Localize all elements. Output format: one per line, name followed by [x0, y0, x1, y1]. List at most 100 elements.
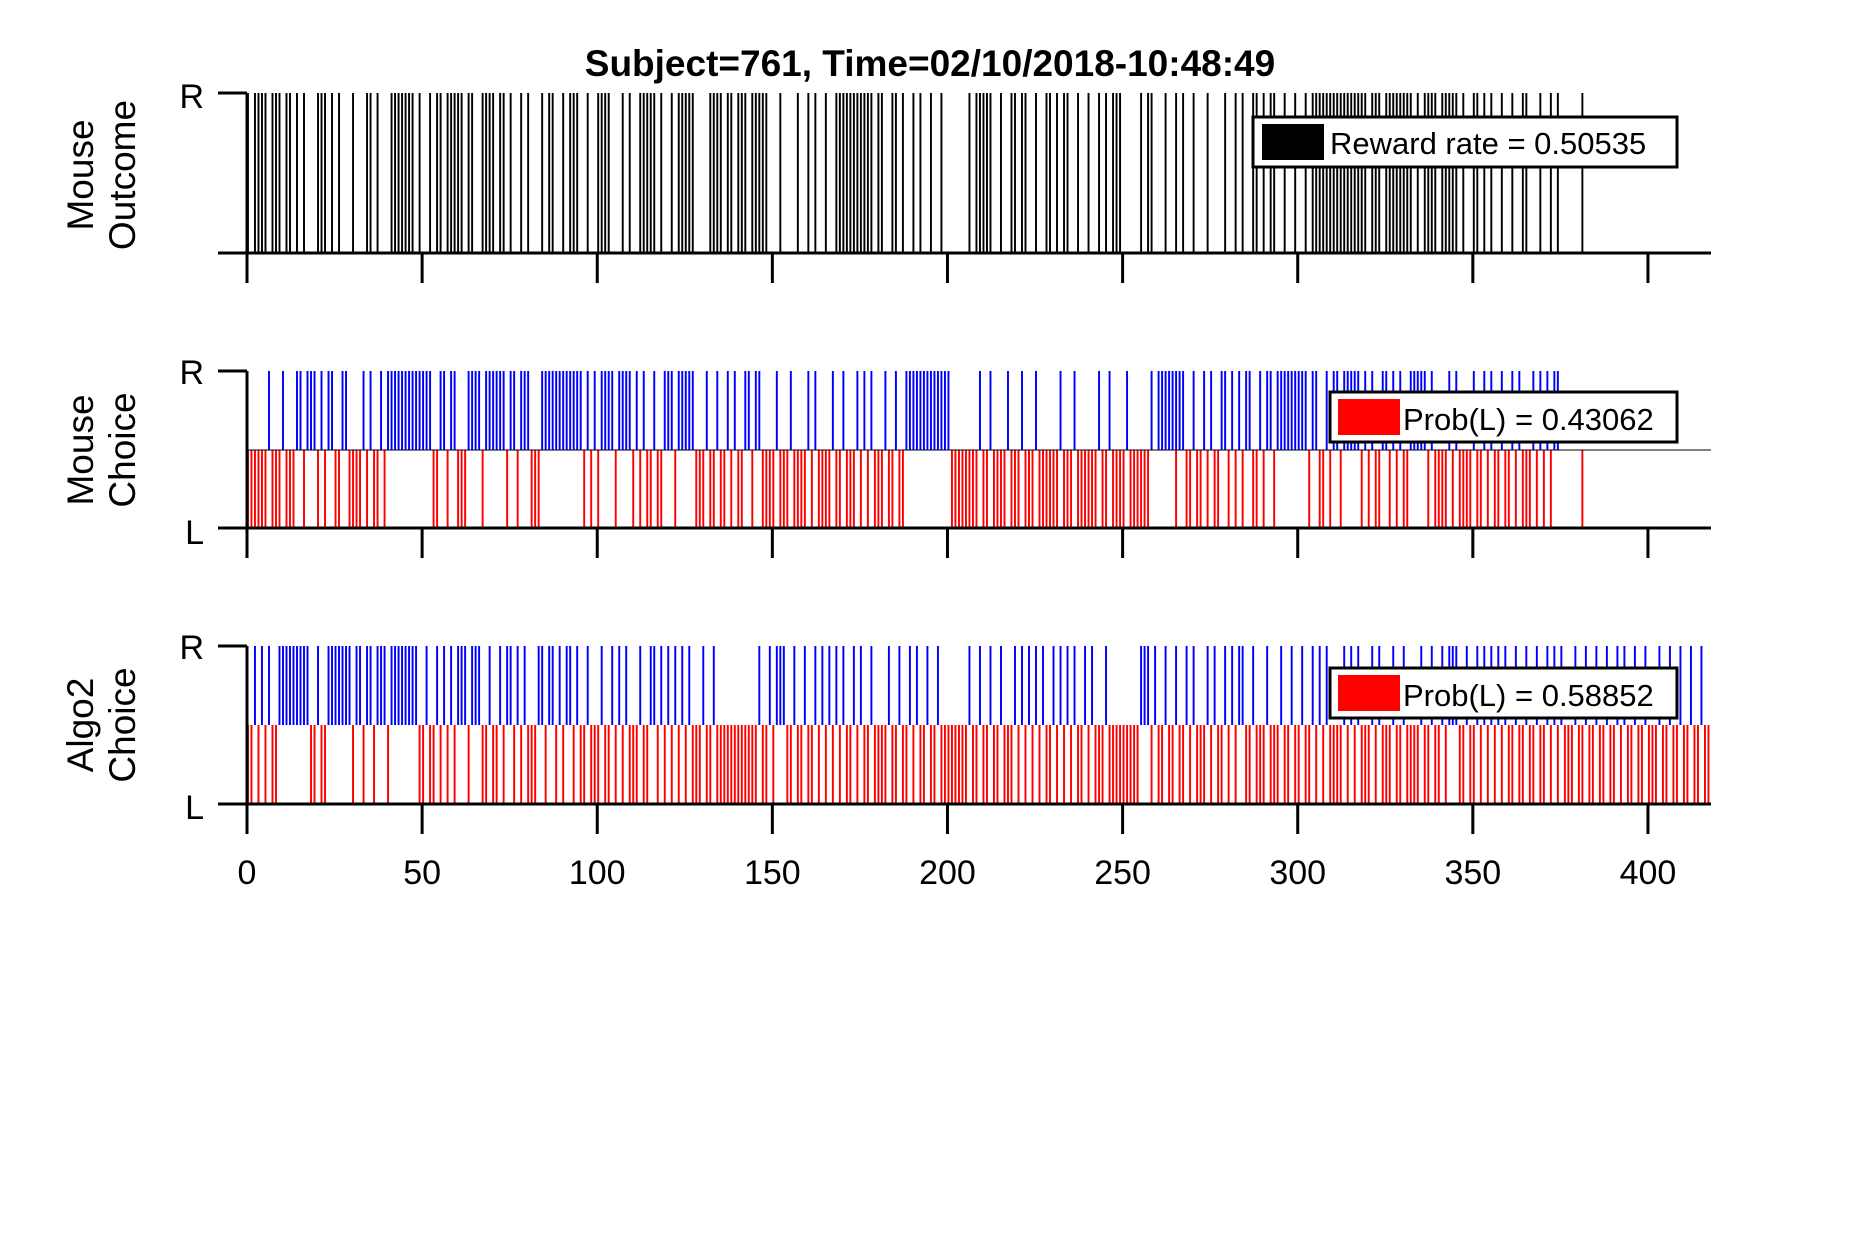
trial-bar-l	[873, 725, 876, 804]
trial-bar-l	[1647, 725, 1650, 804]
trial-bar-l	[1329, 450, 1332, 528]
trial-bar-l	[1308, 450, 1311, 528]
trial-bar-l	[772, 725, 775, 804]
trial-bar-r	[320, 371, 323, 450]
trial-bar-reward	[450, 93, 453, 253]
trial-bar-l	[1469, 725, 1472, 804]
trial-bar-l	[271, 725, 274, 804]
trial-bar-r	[586, 646, 589, 725]
trial-bar-reward	[912, 93, 915, 253]
trial-bar-reward	[1010, 93, 1013, 253]
trial-bar-r	[863, 371, 866, 450]
trial-bar-l	[324, 450, 326, 528]
trial-bar-l	[891, 725, 894, 804]
trial-bar-reward	[436, 93, 439, 253]
trial-bar-l	[317, 450, 319, 528]
trial-bar-l	[1619, 725, 1622, 804]
trial-bar-l	[894, 725, 897, 804]
trial-bar-reward	[562, 93, 565, 253]
trial-bar-l	[1696, 725, 1699, 804]
trial-bar-l	[1252, 450, 1255, 528]
trial-bar-l	[607, 725, 610, 804]
trial-bar-reward	[856, 93, 859, 253]
trial-bar-reward	[1441, 93, 1444, 253]
trial-bar-reward	[979, 93, 981, 253]
trial-bar-l	[786, 725, 789, 804]
trial-bar-l	[516, 450, 519, 528]
trial-bar-r	[313, 371, 316, 450]
trial-bar-l	[1028, 450, 1030, 528]
trial-bar-r	[474, 371, 477, 450]
trial-bar-l	[1591, 725, 1594, 804]
trial-bar-r	[1213, 646, 1216, 725]
trial-bar-l	[1143, 450, 1146, 528]
trial-bar-r	[397, 371, 400, 450]
trial-bar-l	[593, 725, 596, 804]
trial-bar-r	[404, 371, 407, 450]
trial-bar-l	[1178, 725, 1181, 804]
trial-bar-l	[740, 725, 743, 804]
trial-bar-l	[1031, 450, 1034, 528]
trial-bar-r	[940, 371, 943, 450]
trial-bar-l	[1476, 450, 1479, 528]
trial-bar-r	[600, 646, 603, 725]
trial-bar-l	[446, 725, 449, 804]
trial-bar-l	[1637, 725, 1640, 804]
trial-bar-r	[754, 371, 757, 450]
trial-bar-l	[1416, 725, 1419, 804]
trial-bar-r	[600, 371, 603, 450]
trial-bar-reward	[1402, 93, 1405, 253]
trial-bar-r	[541, 371, 544, 450]
trial-bar-r	[828, 646, 831, 725]
trial-bar-l	[712, 450, 715, 528]
trial-bar-l	[1091, 450, 1094, 528]
trial-bar-r	[681, 646, 684, 725]
trial-bar-l	[261, 450, 263, 528]
trial-bar-l	[1437, 725, 1440, 804]
trial-bar-l	[492, 725, 495, 804]
trial-bar-l	[789, 725, 792, 804]
legend: Reward rate = 0.50535	[1251, 115, 1679, 169]
trial-bar-l	[1497, 450, 1500, 528]
trial-bar-l	[534, 725, 537, 804]
trial-bar-l	[1661, 725, 1664, 804]
trial-bar-r	[1294, 371, 1297, 450]
trial-bar-reward	[1332, 93, 1335, 253]
trial-bar-l	[796, 450, 799, 528]
trial-bar-r	[1220, 371, 1223, 450]
trial-bar-r	[989, 371, 992, 450]
trial-bar-l	[373, 725, 376, 804]
ylabel-line-1: Algo2	[60, 678, 101, 773]
trial-bar-reward	[649, 93, 652, 253]
trial-bar-l	[961, 725, 964, 804]
trial-bar-r	[422, 371, 425, 450]
trial-bar-l	[877, 450, 880, 528]
trial-bar-l	[530, 725, 533, 804]
trial-bar-r	[327, 371, 330, 450]
trial-bar-r	[1318, 646, 1321, 725]
ytick-label-L: L	[185, 514, 204, 552]
trial-bar-l	[1038, 725, 1041, 804]
trial-bar-r	[947, 371, 950, 450]
trial-bar-r	[908, 371, 911, 450]
trial-bar-r	[1192, 371, 1195, 450]
trial-bar-l	[271, 450, 274, 528]
trial-bar-l	[1017, 450, 1020, 528]
trial-bar-l	[1080, 725, 1083, 804]
trial-bar-reward	[285, 93, 288, 253]
trial-bar-r	[1042, 646, 1044, 725]
x-tick-label: 300	[1269, 854, 1326, 892]
trial-bar-l	[1080, 450, 1083, 528]
trial-bar-r	[1252, 646, 1255, 725]
trial-bar-l	[1346, 725, 1349, 804]
trial-bar-r	[968, 646, 971, 725]
trial-bar-r	[1290, 371, 1293, 450]
trial-bar-l	[751, 450, 754, 528]
trial-bar-l	[376, 450, 379, 528]
chart-title: Subject=761, Time=02/10/2018-10:48:49	[585, 43, 1275, 84]
trial-bar-reward	[1434, 93, 1437, 253]
trial-bar-l	[1521, 725, 1524, 804]
trial-bar-reward	[1255, 93, 1258, 253]
trial-bar-r	[282, 646, 284, 725]
trial-bar-l	[439, 725, 442, 804]
